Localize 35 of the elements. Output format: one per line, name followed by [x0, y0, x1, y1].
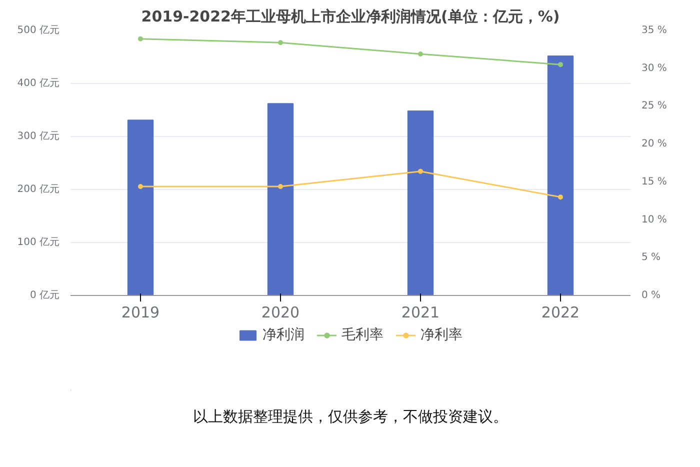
- y-tick-label: 300 亿元: [17, 131, 60, 142]
- y2-tick-label: 5 %: [642, 252, 661, 264]
- legend-label: 净利率: [420, 326, 462, 344]
- point: [138, 36, 143, 42]
- point: [558, 62, 563, 68]
- bar: [127, 120, 154, 296]
- y2-tick-label: 10 %: [642, 214, 667, 226]
- y2-tick-label: 25 %: [642, 100, 667, 112]
- legend-label: 净利润: [262, 326, 304, 344]
- x-tick-label: 2021: [401, 304, 440, 322]
- bar: [407, 110, 434, 296]
- y2-tick-label: 15 %: [642, 176, 667, 188]
- point: [418, 168, 423, 174]
- bar: [267, 103, 294, 296]
- y-tick-label: 0 亿元: [30, 290, 60, 301]
- point: [278, 184, 283, 189]
- bar: [547, 55, 574, 296]
- legend-label: 毛利率: [342, 326, 384, 344]
- point: [278, 40, 283, 46]
- point: [418, 51, 423, 56]
- y-tick-label: 200 亿元: [17, 184, 60, 195]
- y-tick-label: 500 亿元: [17, 25, 60, 36]
- x-tick-label: 2020: [261, 304, 300, 322]
- chart-title: 2019-2022年工业母机上市企业净利润情况(单位：亿元，%): [141, 8, 560, 26]
- point: [138, 184, 143, 189]
- point: [558, 194, 563, 200]
- x-tick-label: 2019: [121, 304, 160, 322]
- text: 以上数据整理提供，仅供参考，不做投资建议。: [193, 408, 508, 426]
- y2-tick-label: 0 %: [642, 290, 661, 301]
- y-tick-label: 100 亿元: [17, 237, 60, 248]
- y-tick-label: 400 亿元: [17, 78, 60, 89]
- x-tick-label: 2022: [541, 304, 580, 322]
- y2-tick-label: 35 %: [642, 25, 667, 36]
- y2-tick-label: 30 %: [642, 62, 667, 74]
- y2-tick-label: 20 %: [642, 138, 667, 150]
